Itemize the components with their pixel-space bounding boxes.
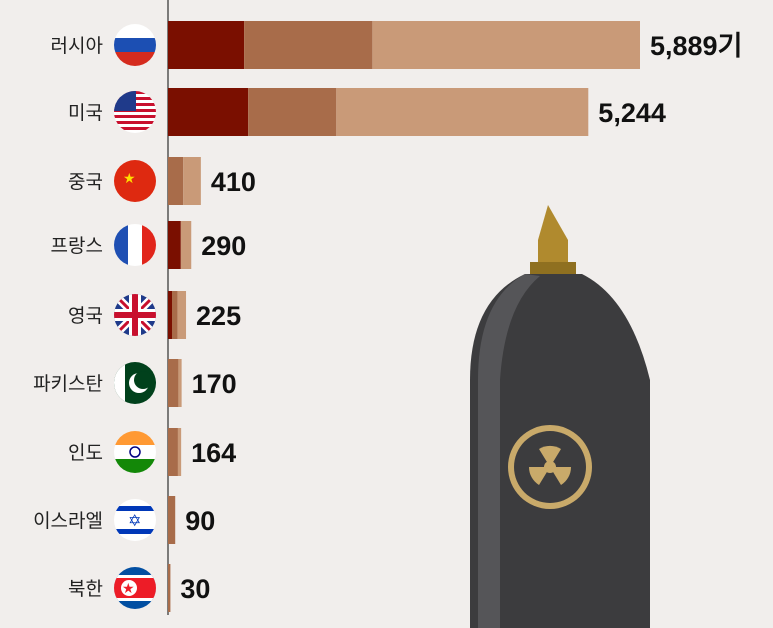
value-label: 170 <box>192 369 237 399</box>
china-flag-icon: ★ <box>114 160 156 202</box>
value-label: 90 <box>185 506 215 536</box>
category-label: 러시아 <box>51 35 103 57</box>
bar-row-israel: 이스라엘 ✡ 90 <box>33 496 215 544</box>
svg-text:✡: ✡ <box>128 513 141 530</box>
value-label: 5,889기 <box>650 31 742 61</box>
france-flag-icon <box>114 224 156 266</box>
category-label: 파키스탄 <box>33 373 103 395</box>
svg-text:★: ★ <box>123 170 136 186</box>
category-label: 인도 <box>68 442 103 464</box>
bar-segment-3 <box>336 88 589 136</box>
india-flag-icon <box>114 431 156 473</box>
north-korea-flag-icon: ★ <box>114 567 156 609</box>
category-label: 프랑스 <box>51 235 103 257</box>
svg-text:★: ★ <box>122 580 135 596</box>
value-label: 30 <box>180 574 210 604</box>
bar-segment-3 <box>372 21 640 69</box>
bar-segment-1 <box>168 291 173 339</box>
bar-segment-1 <box>168 88 249 136</box>
bar-row-france: 프랑스 290 <box>51 221 246 269</box>
bar-row-india: 인도 164 <box>68 428 236 476</box>
bar-row-north-korea: 북한 ★ 30 <box>68 564 210 612</box>
bar-row-usa: 미국 5,244 <box>68 88 666 136</box>
usa-flag-icon <box>114 91 156 133</box>
uk-flag-icon <box>114 294 156 336</box>
bar-segment-2 <box>168 359 179 407</box>
bar-segment-2 <box>168 564 171 612</box>
bar-row-russia: 러시아 5,889기 <box>51 21 742 69</box>
bar-row-pakistan: 파키스탄 170 <box>33 359 237 407</box>
russia-flag-icon <box>114 24 156 66</box>
value-label: 5,244 <box>598 98 666 128</box>
bar-segment-2 <box>168 496 176 544</box>
bar-segment-3 <box>180 221 192 269</box>
bar-segment-1 <box>168 21 245 69</box>
bar-segment-2 <box>248 88 337 136</box>
category-label: 북한 <box>68 578 103 600</box>
value-label: 410 <box>211 167 256 197</box>
bar-segment-1 <box>168 221 181 269</box>
bar-segment-3 <box>183 157 201 205</box>
category-label: 영국 <box>68 305 103 327</box>
bar-segment-2 <box>168 157 184 205</box>
bar-segment-3 <box>177 291 187 339</box>
bar-segment-2 <box>172 291 178 339</box>
pakistan-flag-icon <box>114 362 156 404</box>
nuclear-warhead-icon <box>470 205 650 628</box>
bar-segment-3 <box>178 359 182 407</box>
category-label: 중국 <box>68 171 103 193</box>
value-label: 290 <box>201 231 246 261</box>
bar-row-uk: 영국 225 <box>68 291 241 339</box>
category-label: 미국 <box>68 102 103 124</box>
value-label: 164 <box>191 438 236 468</box>
bar-segment-3 <box>177 428 182 476</box>
value-label: 225 <box>196 301 241 331</box>
category-label: 이스라엘 <box>33 510 103 532</box>
israel-flag-icon: ✡ <box>114 499 156 541</box>
bar-segment-2 <box>168 428 178 476</box>
bar-segment-2 <box>244 21 373 69</box>
bar-row-china: 중국 ★ 410 <box>68 157 256 205</box>
